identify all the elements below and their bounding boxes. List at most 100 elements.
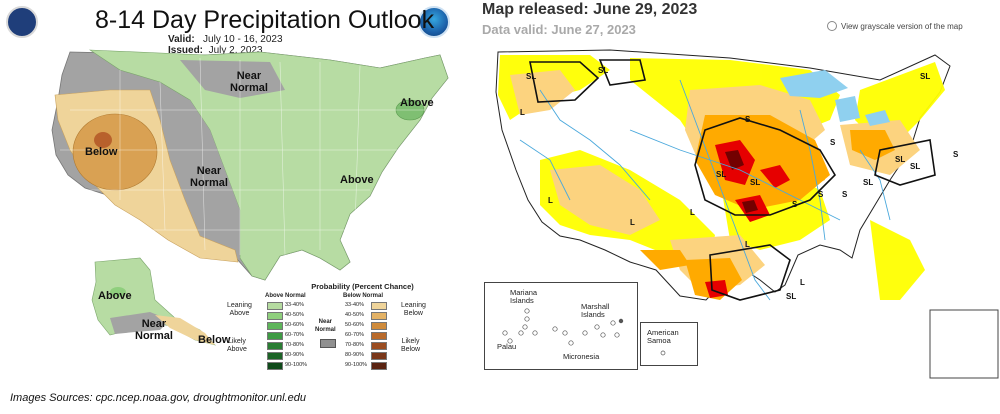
drought-map bbox=[495, 49, 999, 379]
legend-below-range: 70-80% bbox=[345, 342, 364, 348]
impact-label-18: L bbox=[800, 278, 805, 287]
alaska-above-core bbox=[110, 287, 126, 297]
state-boundaries bbox=[60, 57, 430, 256]
pacific-islands-inset: Mariana Islands Marshall Islands Palau M… bbox=[484, 282, 638, 370]
outlook-title: 8-14 Day Precipitation Outlook bbox=[95, 6, 435, 34]
impact-label-19: SL bbox=[910, 162, 921, 171]
impact-label-20: S bbox=[842, 190, 848, 199]
legend-below-range: 50-60% bbox=[345, 322, 364, 328]
legend-below-range: 40-50% bbox=[345, 312, 364, 318]
map-released: Map released: June 29, 2023 bbox=[482, 1, 698, 18]
below-dark-core bbox=[94, 132, 112, 148]
impact-label-8: SL bbox=[750, 178, 761, 187]
impact-label-1: SL bbox=[526, 72, 537, 81]
label-below-west: Below bbox=[85, 146, 118, 158]
legend-below-swatch bbox=[371, 352, 387, 360]
samoa-markers bbox=[660, 350, 666, 356]
probability-legend: Probability (Percent Chance) Above Norma… bbox=[227, 282, 465, 382]
legend-above-range: 40-50% bbox=[285, 312, 304, 318]
issued-value: July 2, 2023 bbox=[208, 45, 263, 56]
image-source: Images Sources: cpc.ncep.noaa.gov, droug… bbox=[10, 392, 306, 404]
samoa-label: American Samoa bbox=[647, 328, 679, 345]
legend-above-range: 80-90% bbox=[285, 352, 304, 358]
legend-above-range: 60-70% bbox=[285, 332, 304, 338]
label-above-east: Above bbox=[340, 174, 374, 186]
near-normal-plains-region bbox=[150, 85, 240, 258]
legend-above-header: Above Normal bbox=[265, 293, 306, 299]
micronesia-label: Micronesia bbox=[563, 352, 600, 361]
island-markers bbox=[502, 308, 624, 346]
impact-label-3: L bbox=[520, 108, 525, 117]
label-near-normal-alaska: Near Normal bbox=[135, 318, 173, 342]
water-bodies bbox=[780, 70, 890, 126]
impact-label-9: SL bbox=[863, 178, 874, 187]
legend-above-range: 90-100% bbox=[285, 362, 308, 368]
impact-label-7: S bbox=[830, 138, 836, 147]
impact-label-13: L bbox=[690, 208, 695, 217]
impact-label-4: SL bbox=[920, 72, 931, 81]
impact-label-5: SL bbox=[895, 155, 906, 164]
impact-label-12: SL bbox=[716, 170, 727, 179]
legend-below-header: Below Normal bbox=[343, 293, 384, 299]
impact-label-16: L bbox=[745, 240, 750, 249]
legend-above-swatch bbox=[267, 332, 283, 340]
legend-below-swatch bbox=[371, 302, 387, 310]
label-above-northeast: Above bbox=[400, 97, 434, 109]
samoa-inset: American Samoa bbox=[640, 322, 698, 366]
label-above-alaska: Above bbox=[98, 290, 132, 302]
legend-above-swatch bbox=[267, 362, 283, 370]
impact-label-21: S bbox=[792, 200, 798, 209]
rivers bbox=[519, 79, 891, 301]
data-valid: Data valid: June 27, 2023 bbox=[482, 22, 636, 37]
legend-below-range: 80-90% bbox=[345, 352, 364, 358]
legend-below-swatch bbox=[371, 312, 387, 320]
label-below-alaska: Below bbox=[198, 334, 231, 346]
legend-below-range: 90-100% bbox=[345, 362, 368, 368]
legend-title: Probability (Percent Chance) bbox=[311, 282, 414, 291]
legend-likely-below: Likely Below bbox=[401, 338, 421, 353]
grayscale-link[interactable]: View grayscale version of the map bbox=[841, 21, 963, 31]
legend-near-normal: Near Normal bbox=[315, 319, 336, 333]
alaska-inset-box bbox=[929, 309, 999, 379]
d4-areas bbox=[725, 150, 758, 213]
legend-above-range: 70-80% bbox=[285, 342, 304, 348]
impact-label-10: S bbox=[953, 150, 959, 159]
legend-below-range: 33-40% bbox=[345, 302, 364, 308]
near-normal-north-region bbox=[180, 60, 285, 98]
legend-above-swatch bbox=[267, 322, 283, 330]
valid-label: Valid: bbox=[168, 34, 195, 45]
legend-below-range: 60-70% bbox=[345, 332, 364, 338]
alaska-near-normal bbox=[110, 312, 170, 334]
grayscale-toggle[interactable]: View grayscale version of the map bbox=[827, 21, 963, 31]
label-near-normal-north: Near Normal bbox=[230, 70, 268, 94]
palau-label: Palau bbox=[497, 342, 517, 351]
legend-above-range: 50-60% bbox=[285, 322, 304, 328]
legend-above-swatch bbox=[267, 312, 283, 320]
legend-above-swatch bbox=[267, 342, 283, 350]
legend-leaning-above: Leaning Above bbox=[227, 302, 252, 317]
outlook-dates: Valid: July 10 - 16, 2023 Issued: July 2… bbox=[168, 34, 283, 56]
noaa-logo bbox=[418, 6, 450, 38]
impact-label-6: S bbox=[745, 115, 751, 124]
alaska-below bbox=[155, 315, 215, 345]
impact-label-15: L bbox=[630, 218, 635, 227]
impact-label-14: S bbox=[818, 190, 824, 199]
impact-boundaries bbox=[529, 59, 936, 301]
legend-below-swatch bbox=[371, 342, 387, 350]
legend-below-swatch bbox=[371, 362, 387, 370]
legend-above-swatch bbox=[267, 352, 283, 360]
valid-value: July 10 - 16, 2023 bbox=[203, 34, 283, 45]
legend-likely-above: Likely Above bbox=[227, 338, 247, 353]
legend-above-swatch bbox=[267, 302, 283, 310]
impact-label-11: L bbox=[548, 196, 553, 205]
legend-below-swatch bbox=[371, 322, 387, 330]
marshall-label: Marshall Islands bbox=[581, 302, 610, 319]
legend-near-normal-swatch bbox=[320, 339, 336, 348]
impact-label-2: SL bbox=[598, 66, 609, 75]
legend-leaning-below: Leaning Below bbox=[401, 302, 426, 317]
commerce-department-logo bbox=[6, 6, 38, 38]
issued-label: Issued: bbox=[168, 45, 204, 56]
drought-monitor-panel: Map released: June 29, 2023 Data valid: … bbox=[480, 0, 1000, 380]
precipitation-outlook-panel: 8-14 Day Precipitation Outlook Valid: Ju… bbox=[0, 0, 470, 380]
grayscale-radio[interactable] bbox=[827, 21, 837, 31]
